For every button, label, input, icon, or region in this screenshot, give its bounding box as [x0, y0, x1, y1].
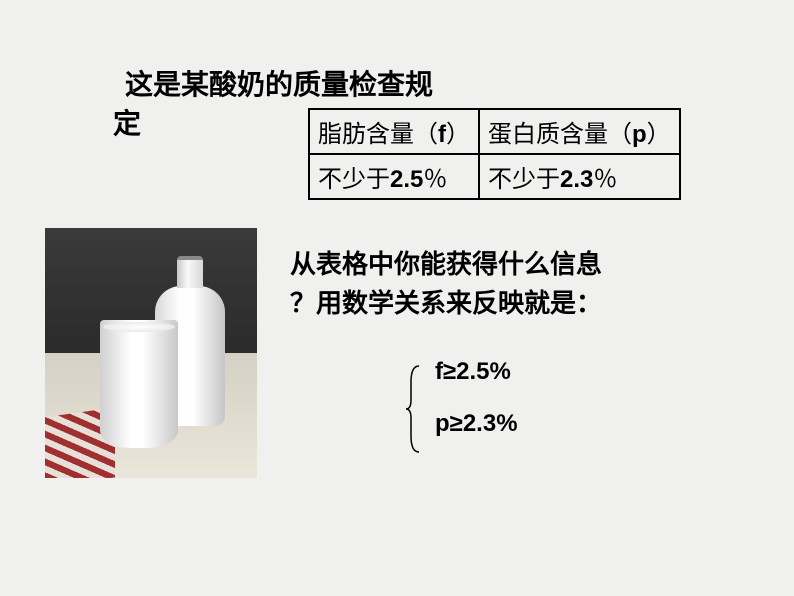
header-protein: 蛋白质含量（p） [479, 109, 680, 154]
h2-suffix: ） [647, 121, 671, 148]
question-text: 从表格中你能获得什么信息 ？用数学关系来反映就是： [290, 245, 720, 323]
table-header-row: 脂肪含量（f） 蛋白质含量（p） [309, 109, 680, 154]
h1-prefix: 脂肪含量（ [318, 121, 438, 148]
curly-brace-icon [405, 364, 425, 454]
formula-group: f≥2.5% p≥2.3% [405, 360, 518, 436]
title-line2: 定 [113, 108, 141, 139]
title-line1: 这是某酸奶的质量检查规 [125, 69, 433, 100]
milk-glass [100, 320, 178, 448]
v2-prefix: 不少于 [488, 166, 560, 193]
value-protein: 不少于2.3％ [479, 154, 680, 199]
v2-val: 2.3 [560, 166, 593, 193]
v1-suffix: ％ [423, 166, 447, 193]
formula-p: p≥2.3% [435, 412, 518, 436]
v1-val: 2.5 [390, 166, 423, 193]
slide: 这是某酸奶的质量检查规 定 脂肪含量（f） 蛋白质含量（p） 不少于2.5％ 不… [0, 0, 794, 596]
h2-prefix: 蛋白质含量（ [488, 121, 632, 148]
v2-suffix: ％ [593, 166, 617, 193]
header-fat: 脂肪含量（f） [309, 109, 479, 154]
spec-table: 脂肪含量（f） 蛋白质含量（p） 不少于2.5％ 不少于2.3％ [308, 108, 681, 200]
h1-suffix: ） [446, 121, 470, 148]
formula-f: f≥2.5% [435, 360, 518, 384]
milk-image [45, 228, 257, 478]
h2-var: p [632, 121, 647, 148]
question-line1: 从表格中你能获得什么信息 [290, 249, 602, 279]
value-fat: 不少于2.5％ [309, 154, 479, 199]
v1-prefix: 不少于 [318, 166, 390, 193]
h1-var: f [438, 121, 446, 148]
question-line2: ？用数学关系来反映就是： [290, 288, 602, 318]
table-value-row: 不少于2.5％ 不少于2.3％ [309, 154, 680, 199]
